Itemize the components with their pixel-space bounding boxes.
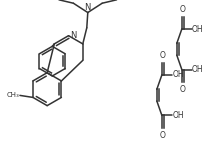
Text: OH: OH <box>192 65 204 74</box>
Text: O: O <box>159 131 165 140</box>
Text: N: N <box>70 31 77 40</box>
Text: OH: OH <box>172 111 184 120</box>
Text: O: O <box>159 51 165 60</box>
Text: N: N <box>85 3 91 12</box>
Text: O: O <box>179 85 185 94</box>
Text: OH: OH <box>172 70 184 79</box>
Text: O: O <box>179 5 185 14</box>
Text: OH: OH <box>192 24 204 34</box>
Text: CH₃: CH₃ <box>7 92 19 98</box>
